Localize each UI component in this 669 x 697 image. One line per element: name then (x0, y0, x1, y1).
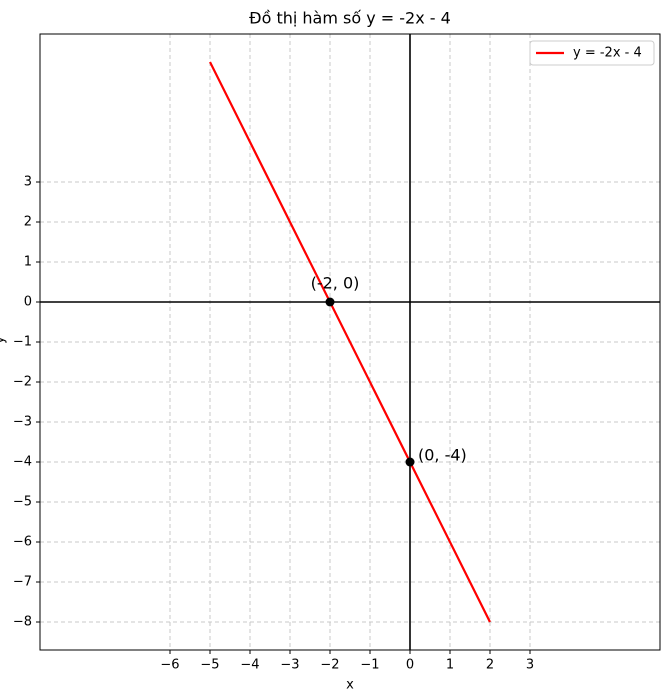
legend-label: y = -2x - 4 (573, 46, 642, 61)
y-tick-label: −3 (13, 415, 32, 430)
data-line (209, 61, 491, 623)
chart-title: Đồ thị hàm số y = -2x - 4 (249, 9, 451, 28)
y-tick-label: −8 (13, 615, 32, 630)
x-tick-label: 1 (446, 658, 454, 673)
y-tick-label: −2 (13, 375, 32, 390)
x-tick-label: −2 (320, 658, 339, 673)
y-tick-label: −1 (13, 335, 32, 350)
y-axis-label: y (0, 336, 8, 344)
x-tick-label: 2 (486, 658, 494, 673)
x-tick-label: −1 (360, 658, 379, 673)
y-tick-label: −5 (13, 495, 32, 510)
x-tick-label: 3 (526, 658, 534, 673)
x-tick-label: −5 (200, 658, 219, 673)
x-tick-label: −4 (240, 658, 259, 673)
y-tick-label: −7 (13, 575, 32, 590)
y-tick-label: 1 (24, 255, 32, 270)
point-annotation: (0, -4) (418, 446, 467, 465)
legend: y = -2x - 4 (529, 40, 655, 66)
y-tick-label: 2 (24, 215, 32, 230)
x-tick-label: −6 (160, 658, 179, 673)
legend-box (529, 40, 655, 66)
point (325, 297, 335, 307)
point (405, 457, 415, 467)
y-tick-label: 3 (24, 175, 32, 190)
x-axis-label: x (346, 678, 354, 693)
y-tick-label: −4 (13, 455, 32, 470)
y-tick-label: −6 (13, 535, 32, 550)
plot-frame (39, 33, 661, 651)
y-tick-label: 0 (24, 295, 32, 310)
x-tick-label: −3 (280, 658, 299, 673)
point-annotation: (-2, 0) (311, 274, 360, 293)
x-tick-label: 0 (406, 658, 414, 673)
